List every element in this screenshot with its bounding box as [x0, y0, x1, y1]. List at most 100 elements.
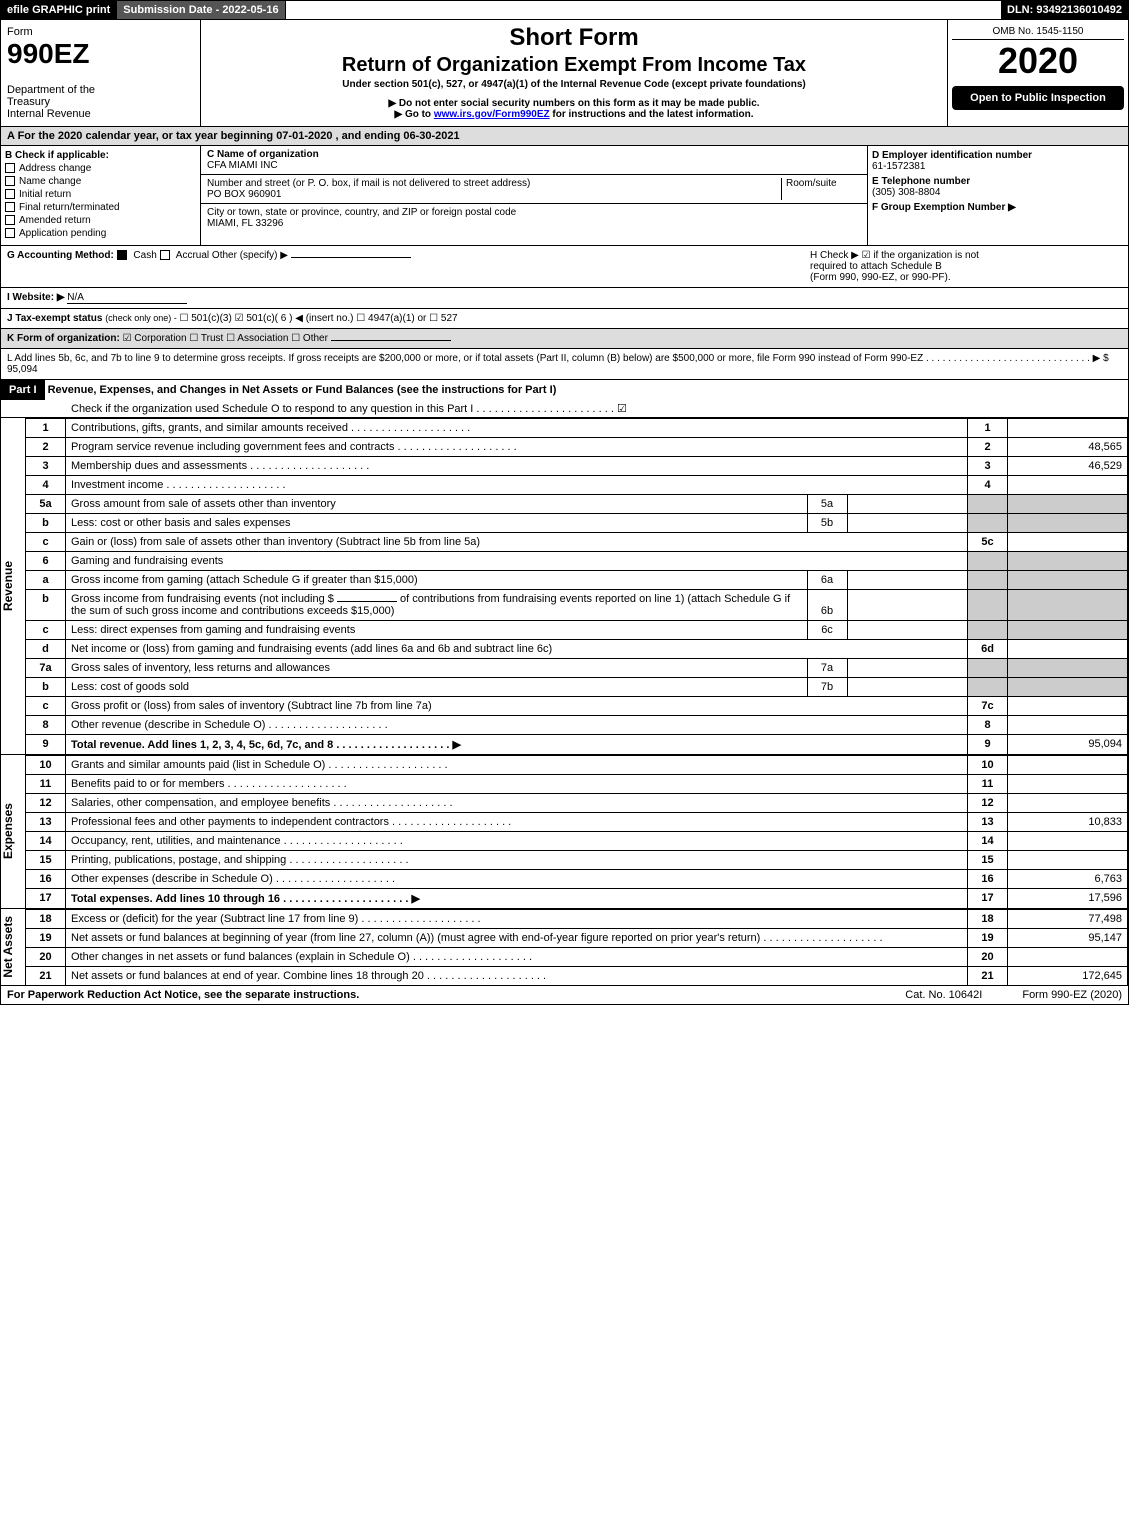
line-18: 18Excess or (deficit) for the year (Subt… [26, 910, 1128, 929]
part1-checkbox[interactable]: ☑ [617, 403, 627, 415]
group-label: F Group Exemption Number ▶ [872, 202, 1124, 213]
org-name-row: C Name of organization CFA MIAMI INC [201, 146, 867, 175]
line-6c: cLess: direct expenses from gaming and f… [26, 621, 1128, 640]
section-b-label: B Check if applicable: [5, 150, 196, 161]
part1-badge: Part I [1, 380, 45, 400]
city-row: City or town, state or province, country… [201, 204, 867, 232]
cb-application-pending[interactable]: Application pending [5, 228, 196, 239]
room-label: Room/suite [781, 178, 861, 200]
dln-label: DLN: 93492136010492 [1001, 1, 1128, 19]
h-line2: required to attach Schedule B [810, 261, 1122, 272]
line-6: 6Gaming and fundraising events [26, 552, 1128, 571]
line-13: 13Professional fees and other payments t… [26, 813, 1128, 832]
line-19: 19Net assets or fund balances at beginni… [26, 929, 1128, 948]
cb-accrual[interactable] [160, 250, 170, 260]
section-c: C Name of organization CFA MIAMI INC Num… [201, 146, 868, 245]
top-bar: efile GRAPHIC print Submission Date - 20… [0, 0, 1129, 20]
h-line3: (Form 990, 990-EZ, or 990-PF). [810, 272, 1122, 283]
line-5b: bLess: cost or other basis and sales exp… [26, 514, 1128, 533]
org-name-label: C Name of organization [207, 149, 861, 160]
section-j: J Tax-exempt status (check only one) - ☐… [0, 309, 1129, 329]
submission-date-label: Submission Date - 2022-05-16 [117, 1, 285, 19]
line-5a: 5aGross amount from sale of assets other… [26, 495, 1128, 514]
footer-left: For Paperwork Reduction Act Notice, see … [7, 989, 359, 1001]
j-opts: ☐ 501(c)(3) ☑ 501(c)( 6 ) ◀ (insert no.)… [180, 313, 458, 324]
irs-link[interactable]: www.irs.gov/Form990EZ [434, 109, 550, 120]
line-7a: 7aGross sales of inventory, less returns… [26, 659, 1128, 678]
line-12: 12Salaries, other compensation, and empl… [26, 794, 1128, 813]
cb-cash[interactable] [117, 250, 127, 260]
city-value: MIAMI, FL 33296 [207, 218, 861, 229]
addr-label: Number and street (or P. O. box, if mail… [207, 178, 781, 189]
line-11: 11Benefits paid to or for members 11 [26, 775, 1128, 794]
section-k: K Form of organization: ☑ Corporation ☐ … [0, 329, 1129, 349]
revenue-table: 1Contributions, gifts, grants, and simil… [25, 418, 1128, 755]
netassets-section: Net Assets 18Excess or (deficit) for the… [0, 909, 1129, 986]
dept-line1: Department of the [7, 84, 194, 96]
revenue-section: Revenue 1Contributions, gifts, grants, a… [0, 418, 1129, 755]
k-opts: ☑ Corporation ☐ Trust ☐ Association ☐ Ot… [123, 333, 328, 344]
h-box: H Check ▶ ☑ if the organization is not r… [802, 250, 1122, 283]
checkbox-list: Address change Name change Initial retur… [5, 163, 196, 239]
section-i: I Website: ▶ N/A [0, 288, 1129, 309]
j-sub: (check only one) - [105, 313, 177, 323]
line-5c: cGain or (loss) from sale of assets othe… [26, 533, 1128, 552]
open-to-public-box: Open to Public Inspection [952, 86, 1124, 110]
website-value: N/A [67, 292, 187, 304]
form-number: 990EZ [7, 38, 194, 70]
line-6d: dNet income or (loss) from gaming and fu… [26, 640, 1128, 659]
header-center: Short Form Return of Organization Exempt… [201, 20, 948, 126]
part1-check-line: Check if the organization used Schedule … [1, 400, 1128, 417]
cb-name-change[interactable]: Name change [5, 176, 196, 187]
line-21: 21Net assets or fund balances at end of … [26, 967, 1128, 986]
revenue-label: Revenue [0, 418, 25, 755]
header-right: OMB No. 1545-1150 2020 Open to Public In… [948, 20, 1128, 126]
efile-print-label[interactable]: efile GRAPHIC print [1, 1, 117, 19]
k-label: K Form of organization: [7, 333, 120, 344]
part1-title: Revenue, Expenses, and Changes in Net As… [48, 384, 557, 396]
i-label: I Website: ▶ [7, 292, 65, 303]
section-g-h: G Accounting Method: Cash Accrual Other … [0, 246, 1129, 288]
line-16: 16Other expenses (describe in Schedule O… [26, 870, 1128, 889]
omb-number: OMB No. 1545-1150 [952, 24, 1124, 40]
g-label: G Accounting Method: [7, 250, 114, 261]
under-section-text: Under section 501(c), 527, or 4947(a)(1)… [205, 79, 943, 90]
goto-wrapper: ▶ Go to www.irs.gov/Form990EZ for instru… [205, 109, 943, 120]
expenses-label: Expenses [0, 755, 25, 909]
line-15: 15Printing, publications, postage, and s… [26, 851, 1128, 870]
line-9: 9Total revenue. Add lines 1, 2, 3, 4, 5c… [26, 735, 1128, 755]
j-label: J Tax-exempt status [7, 313, 102, 324]
line-1: 1Contributions, gifts, grants, and simil… [26, 419, 1128, 438]
netassets-table: 18Excess or (deficit) for the year (Subt… [25, 909, 1128, 986]
line-4: 4Investment income 4 [26, 476, 1128, 495]
section-b-checkboxes: B Check if applicable: Address change Na… [1, 146, 201, 245]
cb-final-return[interactable]: Final return/terminated [5, 202, 196, 213]
page-footer: For Paperwork Reduction Act Notice, see … [0, 986, 1129, 1005]
line-3: 3Membership dues and assessments 346,529 [26, 457, 1128, 476]
addr-value: PO BOX 960901 [207, 189, 781, 200]
org-name-value: CFA MIAMI INC [207, 160, 861, 171]
footer-form: Form 990-EZ (2020) [1022, 989, 1122, 1001]
footer-cat: Cat. No. 10642I [905, 989, 982, 1001]
tel-value: (305) 308-8804 [872, 187, 1124, 198]
short-form-title: Short Form [205, 24, 943, 52]
expenses-table: 10Grants and similar amounts paid (list … [25, 755, 1128, 909]
section-def: D Employer identification number 61-1572… [868, 146, 1128, 245]
goto-prefix: ▶ Go to [394, 109, 433, 120]
line-17: 17Total expenses. Add lines 10 through 1… [26, 889, 1128, 909]
line-10: 10Grants and similar amounts paid (list … [26, 756, 1128, 775]
info-grid: B Check if applicable: Address change Na… [0, 146, 1129, 246]
return-title: Return of Organization Exempt From Incom… [205, 54, 943, 77]
cb-initial-return[interactable]: Initial return [5, 189, 196, 200]
city-label: City or town, state or province, country… [207, 207, 861, 218]
line-7b: bLess: cost of goods sold7b [26, 678, 1128, 697]
netassets-label: Net Assets [0, 909, 25, 986]
ein-label: D Employer identification number [872, 150, 1124, 161]
line-6a: aGross income from gaming (attach Schedu… [26, 571, 1128, 590]
cb-amended-return[interactable]: Amended return [5, 215, 196, 226]
section-a-tax-year: A For the 2020 calendar year, or tax yea… [0, 127, 1129, 146]
line-20: 20Other changes in net assets or fund ba… [26, 948, 1128, 967]
cb-address-change[interactable]: Address change [5, 163, 196, 174]
line-8: 8Other revenue (describe in Schedule O) … [26, 716, 1128, 735]
line-2: 2Program service revenue including gover… [26, 438, 1128, 457]
